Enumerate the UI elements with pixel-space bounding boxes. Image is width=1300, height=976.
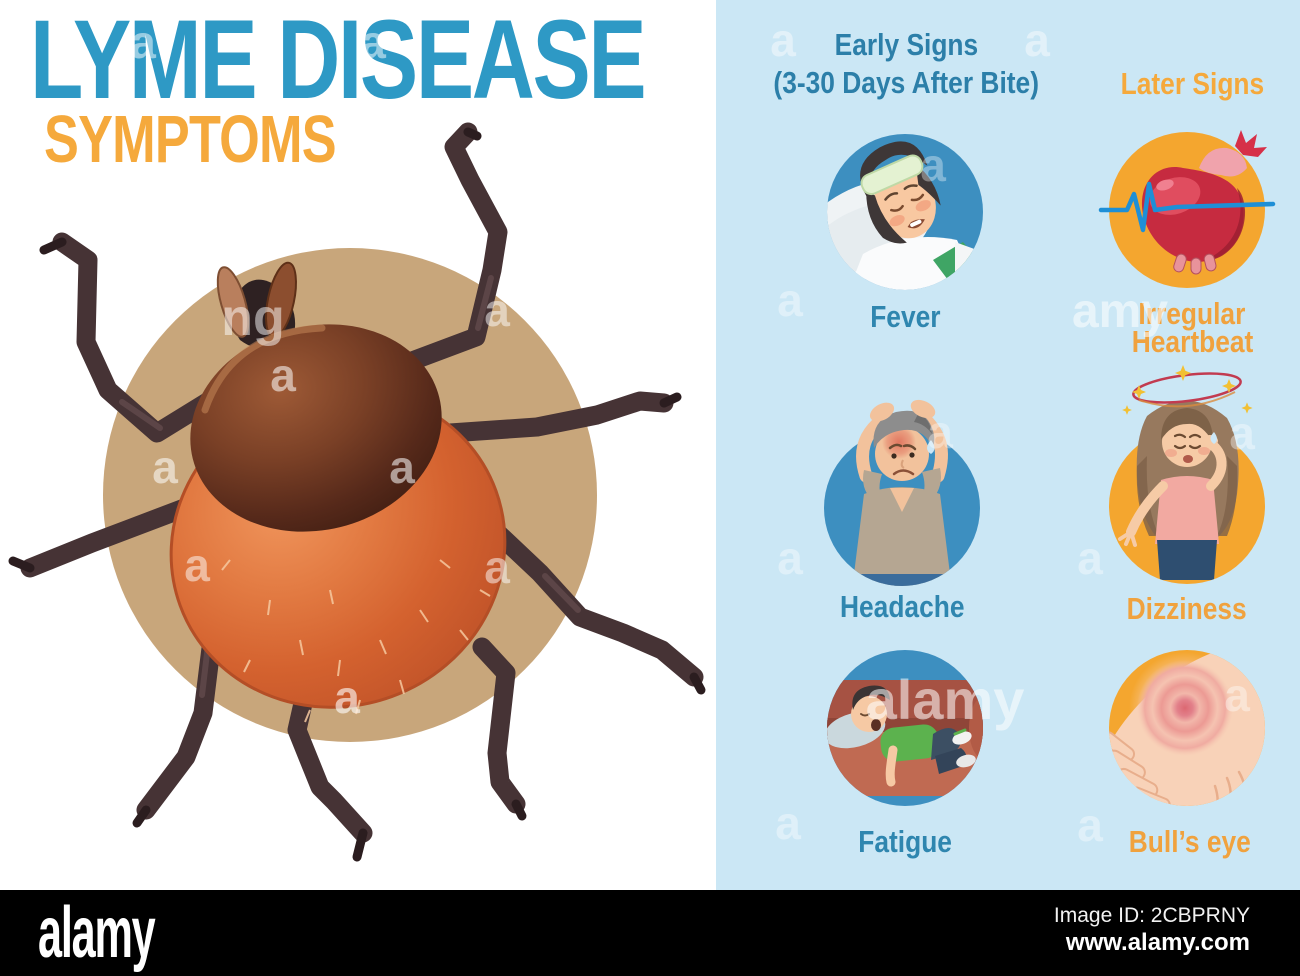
dizziness-illustration [1109, 364, 1265, 584]
irregular-heartbeat-label: Irregular Heartbeat [1131, 296, 1253, 359]
tick-scutum [190, 324, 442, 532]
irregular-heartbeat-illustration [1098, 130, 1276, 288]
early-signs-header-line1: Early Signs [834, 27, 978, 62]
alamy-website: www.alamy.com [1065, 929, 1250, 956]
image-id: Image ID: 2CBPRNY [1053, 904, 1250, 927]
page-subtitle-text: SYMPTOMS [44, 102, 337, 177]
fever-illustration [827, 134, 983, 290]
alamy-logo: alamy [38, 893, 156, 973]
fever-label: Fever [869, 299, 941, 334]
tick-abdomen-hairs [221, 559, 491, 723]
dizziness-label: Dizziness [1126, 591, 1248, 626]
footer-info: Image ID: 2CBPRNY www.alamy.com [1054, 903, 1250, 957]
tick-leg-claws [8, 127, 706, 862]
dizzy-stars [1122, 364, 1253, 415]
early-signs-header: Early Signs (3-30 Days After Bite) [716, 26, 1096, 102]
page-title-text: LYME DISEASE [30, 0, 647, 122]
bulls-eye-label: Bull’s eye [1128, 824, 1252, 859]
footer-bar: alamy Image ID: 2CBPRNY www.alamy.com [0, 890, 1300, 976]
early-signs-header-line2: (3-30 Days After Bite) [773, 65, 1039, 100]
headache-label: Headache [839, 589, 965, 624]
tick-illustration [8, 122, 706, 862]
bullseye-rash [1129, 652, 1241, 764]
ekg-line [1098, 181, 1276, 233]
fatigue-illustration [827, 650, 983, 806]
bulls-eye-illustration [1109, 650, 1265, 806]
tick-scutum-highlight [201, 324, 326, 414]
later-signs-header: Later Signs [1002, 65, 1300, 103]
headache-illustration [824, 399, 980, 586]
tick-left-palp [216, 266, 250, 338]
later-signs-header-text: Later Signs [1120, 66, 1264, 101]
page-subtitle: SYMPTOMS [44, 106, 418, 173]
fatigue-label: Fatigue [858, 824, 952, 859]
page-title: LYME DISEASE [30, 4, 818, 116]
